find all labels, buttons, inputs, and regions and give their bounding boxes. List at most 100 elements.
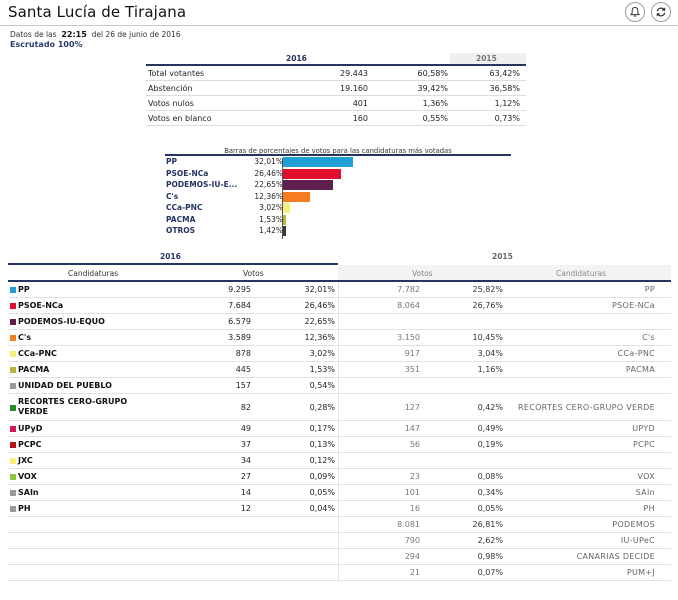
bar-mark bbox=[283, 203, 290, 213]
party-swatch bbox=[10, 442, 16, 448]
pct-2016: 0,04% bbox=[309, 504, 335, 513]
pct-2015: 3,04% bbox=[477, 349, 503, 358]
bar-value-label: 32,01% bbox=[254, 157, 283, 166]
votes-2016: 82 bbox=[240, 402, 251, 412]
bar-label: C's bbox=[166, 191, 179, 201]
bell-icon bbox=[630, 6, 640, 17]
summary-pct-prev: 36,58% bbox=[489, 84, 520, 93]
pct-2015: 1,16% bbox=[477, 365, 503, 374]
bar-value-label: 12,36% bbox=[254, 191, 283, 201]
summary-pct: 0,55% bbox=[422, 114, 448, 123]
summary-row: Votos en blanco 160 0,55% 0,73% bbox=[146, 111, 526, 126]
bar-row: PODEMOS-IU-E... 22,65% bbox=[165, 179, 511, 191]
summary-pct-prev: 1,12% bbox=[494, 99, 520, 108]
bar-mark bbox=[283, 157, 353, 167]
update-time: 22:15 bbox=[61, 30, 87, 39]
votes-2015: 23 bbox=[409, 472, 420, 481]
party-name-2015: SAIn bbox=[635, 488, 655, 497]
update-date: del 26 de junio de 2016 bbox=[91, 30, 181, 39]
summary-pct-prev: 63,42% bbox=[489, 69, 520, 78]
pct-2015: 0,08% bbox=[477, 472, 503, 481]
party-name-2015: IU-UPeC bbox=[620, 536, 655, 545]
party-swatch bbox=[10, 367, 16, 373]
pct-2015: 0,19% bbox=[477, 440, 503, 449]
votes-2016: 12 bbox=[240, 504, 251, 513]
summary-label: Total votantes bbox=[148, 69, 205, 78]
votes-2015: 294 bbox=[404, 552, 420, 561]
refresh-button[interactable] bbox=[651, 2, 671, 22]
party-name: PH bbox=[18, 504, 31, 513]
update-info: Datos de las 22:15 del 26 de junio de 20… bbox=[10, 30, 181, 39]
notify-button[interactable] bbox=[625, 2, 645, 22]
votes-2015: 21 bbox=[409, 568, 420, 577]
bar-label: OTROS bbox=[166, 226, 196, 235]
summary-row: Abstención 19.160 39,42% 36,58% bbox=[146, 81, 526, 96]
table-row: C's 3.589 12,36% 3.150 10,45% C's bbox=[8, 330, 671, 346]
pct-2015: 10,45% bbox=[472, 333, 503, 342]
bar-value-label: 26,46% bbox=[254, 168, 283, 178]
votes-2015: 8.064 bbox=[397, 301, 420, 310]
party-name: JXC bbox=[18, 456, 33, 465]
bar-mark bbox=[283, 168, 341, 179]
party-swatch bbox=[10, 474, 16, 480]
party-name: VOX bbox=[18, 472, 37, 481]
party-name-2015: PCPC bbox=[632, 440, 655, 449]
party-swatch bbox=[10, 404, 16, 411]
party-swatch bbox=[10, 303, 16, 309]
party-name-2015: PP bbox=[644, 285, 655, 294]
party-name: SAIn bbox=[18, 488, 39, 497]
party-name: RECORTES CERO-GRUPO VERDE bbox=[18, 397, 128, 416]
pct-2016: 0,12% bbox=[309, 456, 335, 465]
pct-2016: 0,13% bbox=[309, 440, 335, 449]
party-name: CCa-PNC bbox=[18, 349, 57, 358]
col-candidaturas-prev: Candidaturas bbox=[556, 269, 607, 278]
votes-2015: 3.150 bbox=[397, 333, 420, 342]
page-title: Santa Lucía de Tirajana bbox=[8, 3, 187, 21]
summary-label: Votos nulos bbox=[148, 99, 194, 108]
bar-value-label: 1,42% bbox=[259, 226, 283, 235]
refresh-icon bbox=[656, 7, 666, 17]
bar-mark bbox=[283, 214, 287, 225]
chart-axis bbox=[282, 158, 283, 239]
party-name: PODEMOS-IU-EQUO bbox=[18, 317, 105, 326]
party-name-2015: PSOE-NCa bbox=[611, 301, 655, 310]
party-swatch bbox=[10, 383, 16, 389]
table-row: PP 9.295 32,01% 7.782 25,82% PP bbox=[8, 282, 671, 298]
bar-chart: Barras de porcentajes de votos para las … bbox=[165, 147, 511, 239]
votes-2016: 34 bbox=[240, 456, 251, 465]
chart-title: Barras de porcentajes de votos para las … bbox=[165, 147, 511, 156]
bar-row: PSOE-NCa 26,46% bbox=[165, 168, 511, 180]
party-name-2015: PODEMOS bbox=[612, 520, 655, 529]
table-row: UPyD 49 0,17% 147 0,49% UPYD bbox=[8, 421, 671, 437]
table-year-previous: 2015 bbox=[492, 252, 513, 261]
bar-mark bbox=[283, 180, 333, 190]
bar-row: CCa-PNC 3,02% bbox=[165, 202, 511, 214]
pct-2016: 22,65% bbox=[304, 317, 335, 326]
party-swatch bbox=[10, 351, 16, 357]
party-name: UPyD bbox=[18, 424, 43, 433]
bar-mark bbox=[283, 191, 311, 202]
summary-pct: 60,58% bbox=[417, 69, 448, 78]
votes-2016: 7.684 bbox=[228, 301, 251, 310]
bar-label: PODEMOS-IU-E... bbox=[166, 180, 238, 189]
bar-row: PP 32,01% bbox=[165, 156, 511, 168]
party-name: PP bbox=[18, 285, 30, 294]
table-row: PACMA 445 1,53% 351 1,16% PACMA bbox=[8, 362, 671, 378]
col-votos: Votos bbox=[243, 269, 264, 278]
bar-row: PACMA 1,53% bbox=[165, 214, 511, 226]
bar-label: CCa-PNC bbox=[166, 203, 203, 212]
table-year-row: 2016 2015 bbox=[8, 251, 671, 265]
table-row: 8.081 26,81% PODEMOS bbox=[8, 517, 671, 533]
table-row: PSOE-NCa 7.684 26,46% 8.064 26,76% PSOE-NCa bbox=[8, 298, 671, 314]
pct-2015: 0,49% bbox=[477, 424, 503, 433]
party-swatch bbox=[10, 287, 16, 293]
party-name-2015: UPYD bbox=[632, 424, 655, 433]
votes-2016: 445 bbox=[235, 365, 251, 374]
pct-2015: 0,42% bbox=[477, 402, 503, 412]
summary-pct: 1,36% bbox=[422, 99, 448, 108]
summary-label: Votos en blanco bbox=[148, 114, 212, 123]
table-row: VOX 27 0,09% 23 0,08% VOX bbox=[8, 469, 671, 485]
votes-2016: 37 bbox=[240, 440, 251, 449]
pct-2015: 2,62% bbox=[477, 536, 503, 545]
col-candidaturas: Candidaturas bbox=[68, 269, 119, 278]
